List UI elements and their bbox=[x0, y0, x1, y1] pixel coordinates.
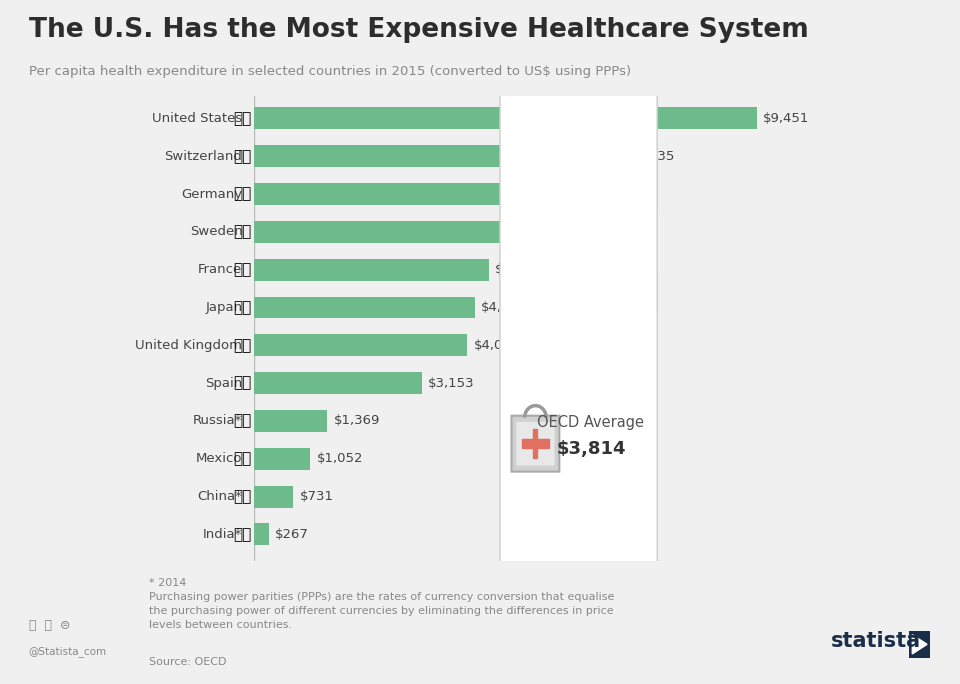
Text: 🇯🇵: 🇯🇵 bbox=[233, 300, 252, 315]
Text: 🇷🇺: 🇷🇺 bbox=[233, 413, 252, 428]
Text: Russia*: Russia* bbox=[193, 415, 243, 428]
Bar bbox=[254, 183, 535, 205]
FancyBboxPatch shape bbox=[512, 416, 560, 472]
Text: Per capita health expenditure in selected countries in 2015 (converted to US$ us: Per capita health expenditure in selecte… bbox=[29, 65, 631, 78]
Text: United Kingdom: United Kingdom bbox=[135, 339, 243, 352]
Text: 🇨🇳: 🇨🇳 bbox=[233, 489, 252, 504]
Text: 🇫🇷: 🇫🇷 bbox=[233, 262, 252, 277]
Bar bbox=[254, 259, 489, 280]
Bar bbox=[254, 221, 532, 243]
Text: 🇩🇪: 🇩🇪 bbox=[233, 187, 252, 202]
Text: OECD Average: OECD Average bbox=[538, 415, 644, 430]
Text: 🇨🇭: 🇨🇭 bbox=[233, 148, 252, 163]
Bar bbox=[254, 145, 623, 167]
Text: $3,153: $3,153 bbox=[428, 377, 475, 390]
Bar bbox=[254, 410, 327, 432]
Text: @Statista_com: @Statista_com bbox=[29, 646, 107, 657]
Bar bbox=[254, 486, 293, 508]
Text: $4,407: $4,407 bbox=[495, 263, 541, 276]
Text: France: France bbox=[199, 263, 243, 276]
Text: $6,935: $6,935 bbox=[630, 150, 676, 163]
FancyBboxPatch shape bbox=[516, 422, 555, 466]
Text: 🇸🇪: 🇸🇪 bbox=[233, 224, 252, 239]
Text: $731: $731 bbox=[300, 490, 334, 503]
Text: The U.S. Has the Most Expensive Healthcare System: The U.S. Has the Most Expensive Healthca… bbox=[29, 17, 808, 43]
Text: $4,150: $4,150 bbox=[481, 301, 528, 314]
Text: $9,451: $9,451 bbox=[763, 112, 809, 125]
Text: statista: statista bbox=[830, 631, 921, 651]
Text: Germany: Germany bbox=[181, 187, 243, 200]
Text: 🇬🇧: 🇬🇧 bbox=[233, 338, 252, 353]
Text: 🇪🇸: 🇪🇸 bbox=[233, 376, 252, 391]
FancyBboxPatch shape bbox=[500, 0, 658, 684]
Text: $4,003: $4,003 bbox=[473, 339, 519, 352]
Text: ⓒ  ⓘ  ⊜: ⓒ ⓘ ⊜ bbox=[29, 619, 70, 632]
Text: $5,267: $5,267 bbox=[540, 187, 588, 200]
Text: $1,052: $1,052 bbox=[317, 452, 363, 465]
Text: 🇲🇽: 🇲🇽 bbox=[233, 451, 252, 466]
Text: Sweden: Sweden bbox=[190, 226, 243, 239]
Text: Source: OECD: Source: OECD bbox=[149, 657, 227, 667]
Text: $3,814: $3,814 bbox=[556, 440, 626, 458]
Text: Purchasing power parities (PPPs) are the rates of currency conversion that equal: Purchasing power parities (PPPs) are the… bbox=[149, 592, 614, 630]
Bar bbox=[254, 372, 422, 394]
Text: $5,228: $5,228 bbox=[539, 226, 585, 239]
Text: Spain: Spain bbox=[205, 377, 243, 390]
Text: Japan: Japan bbox=[205, 301, 243, 314]
Bar bbox=[254, 523, 269, 545]
Text: * 2014: * 2014 bbox=[149, 578, 186, 588]
Bar bbox=[254, 448, 310, 470]
Text: India*: India* bbox=[204, 528, 243, 541]
Text: $1,369: $1,369 bbox=[333, 415, 380, 428]
Text: United States: United States bbox=[153, 112, 243, 125]
Text: Switzerland: Switzerland bbox=[164, 150, 243, 163]
Text: 🇺🇸: 🇺🇸 bbox=[233, 111, 252, 126]
Bar bbox=[254, 334, 468, 356]
Bar bbox=[522, 439, 549, 448]
Bar bbox=[534, 429, 538, 458]
Bar bbox=[254, 297, 475, 319]
Text: 🇮🇳: 🇮🇳 bbox=[233, 527, 252, 542]
Bar bbox=[254, 107, 756, 129]
Polygon shape bbox=[912, 635, 927, 654]
Text: Mexico: Mexico bbox=[196, 452, 243, 465]
Text: $267: $267 bbox=[275, 528, 309, 541]
Text: China*: China* bbox=[198, 490, 243, 503]
